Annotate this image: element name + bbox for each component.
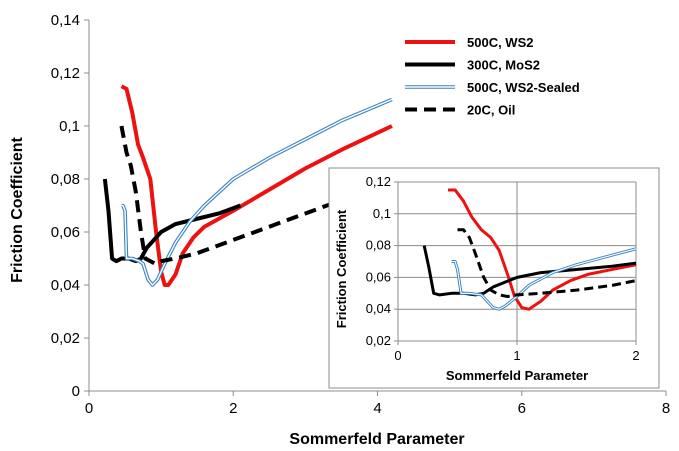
- inset-x-tick-label: 1: [513, 348, 520, 363]
- inset-x-axis-title: Sommerfeld Parameter: [446, 368, 588, 383]
- inset-series-line-3-inner: [451, 248, 637, 310]
- inset-series-line-4: [457, 228, 637, 298]
- main-y-tick-label: 0: [72, 383, 80, 400]
- inset-plot: 0 1 2 0,02 0,04 0,06 0,08 0,1 0,12: [366, 174, 640, 363]
- main-x-axis-title: Sommerfeld Parameter: [289, 431, 464, 448]
- main-x-tick-label: 6: [518, 400, 526, 417]
- main-y-tick-label: 0,12: [51, 65, 80, 82]
- inset-y-tick-label: 0,08: [366, 238, 391, 253]
- legend-label-20c-oil: 20C, Oil: [467, 103, 515, 118]
- inset-series-line-2: [422, 245, 637, 297]
- inset-y-tick-label: 0,1: [373, 206, 391, 221]
- inset-x-tick-label: 2: [632, 348, 639, 363]
- main-series-500c-ws2-sealed-inner: [121, 98, 393, 286]
- legend-label-500c-ws2-sealed: 500C, WS2-Sealed: [467, 80, 580, 95]
- inset-y-tick-label: 0,06: [366, 269, 391, 284]
- inset-y-axis-title: Friction Coefficient: [334, 209, 349, 328]
- main-y-axis-title: Friction Coefficient: [9, 136, 26, 282]
- main-y-tick-label: 0,04: [51, 277, 80, 294]
- main-y-tick-label: 0,14: [51, 12, 80, 29]
- main-series-20c-oil: [119, 125, 343, 266]
- main-y-tick-label: 0,08: [51, 171, 80, 188]
- main-y-tick-label: 0,02: [51, 330, 80, 347]
- inset-y-tick-label: 0,02: [366, 333, 391, 348]
- legend-label-300c-mos2: 300C, MoS2: [467, 58, 540, 73]
- inset-x-tick-label: 0: [394, 348, 401, 363]
- inset-y-tick-label: 0,12: [366, 174, 391, 189]
- main-x-tick-label: 8: [662, 400, 670, 417]
- main-x-tick-label: 0: [85, 400, 93, 417]
- legend: 500C, WS2 300C, MoS2 500C, WS2-Sealed 20C, …: [405, 35, 580, 118]
- main-y-tick-label: 0,1: [59, 118, 80, 135]
- main-x-tick-label: 2: [229, 400, 237, 417]
- main-y-tick-label: 0,06: [51, 224, 80, 241]
- legend-label-500c-ws2: 500C, WS2: [467, 35, 533, 50]
- main-x-tick-label: 4: [373, 400, 381, 417]
- main-series-500c-ws2: [120, 84, 393, 287]
- inset-y-tick-label: 0,04: [366, 301, 391, 316]
- main-plot: 0 2 4 6 800,020,040,060,080,10,120,14: [51, 12, 670, 417]
- inset-frame: [328, 167, 660, 389]
